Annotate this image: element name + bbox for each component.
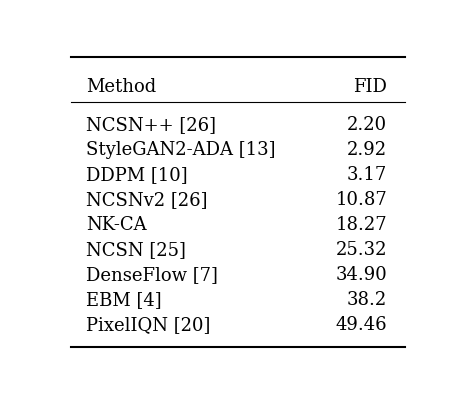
Text: 3.17: 3.17 <box>347 166 387 184</box>
Text: 10.87: 10.87 <box>336 191 387 209</box>
Text: NCSNv2 [26]: NCSNv2 [26] <box>86 191 207 209</box>
Text: Method: Method <box>86 78 156 96</box>
Text: EBM [4]: EBM [4] <box>86 291 161 309</box>
Text: PixelIQN [20]: PixelIQN [20] <box>86 316 210 334</box>
Text: 25.32: 25.32 <box>336 241 387 259</box>
Text: 49.46: 49.46 <box>336 316 387 334</box>
Text: NCSN [25]: NCSN [25] <box>86 241 185 259</box>
Text: NCSN++ [26]: NCSN++ [26] <box>86 116 216 134</box>
Text: 38.2: 38.2 <box>347 291 387 309</box>
Text: 2.92: 2.92 <box>347 141 387 159</box>
Text: 2.20: 2.20 <box>347 116 387 134</box>
Text: StyleGAN2-ADA [13]: StyleGAN2-ADA [13] <box>86 141 275 159</box>
Text: 34.90: 34.90 <box>336 266 387 284</box>
Text: 18.27: 18.27 <box>336 216 387 234</box>
Text: FID: FID <box>354 78 387 96</box>
Text: DDPM [10]: DDPM [10] <box>86 166 187 184</box>
Text: DenseFlow [7]: DenseFlow [7] <box>86 266 218 284</box>
Text: NK-CA: NK-CA <box>86 216 146 234</box>
